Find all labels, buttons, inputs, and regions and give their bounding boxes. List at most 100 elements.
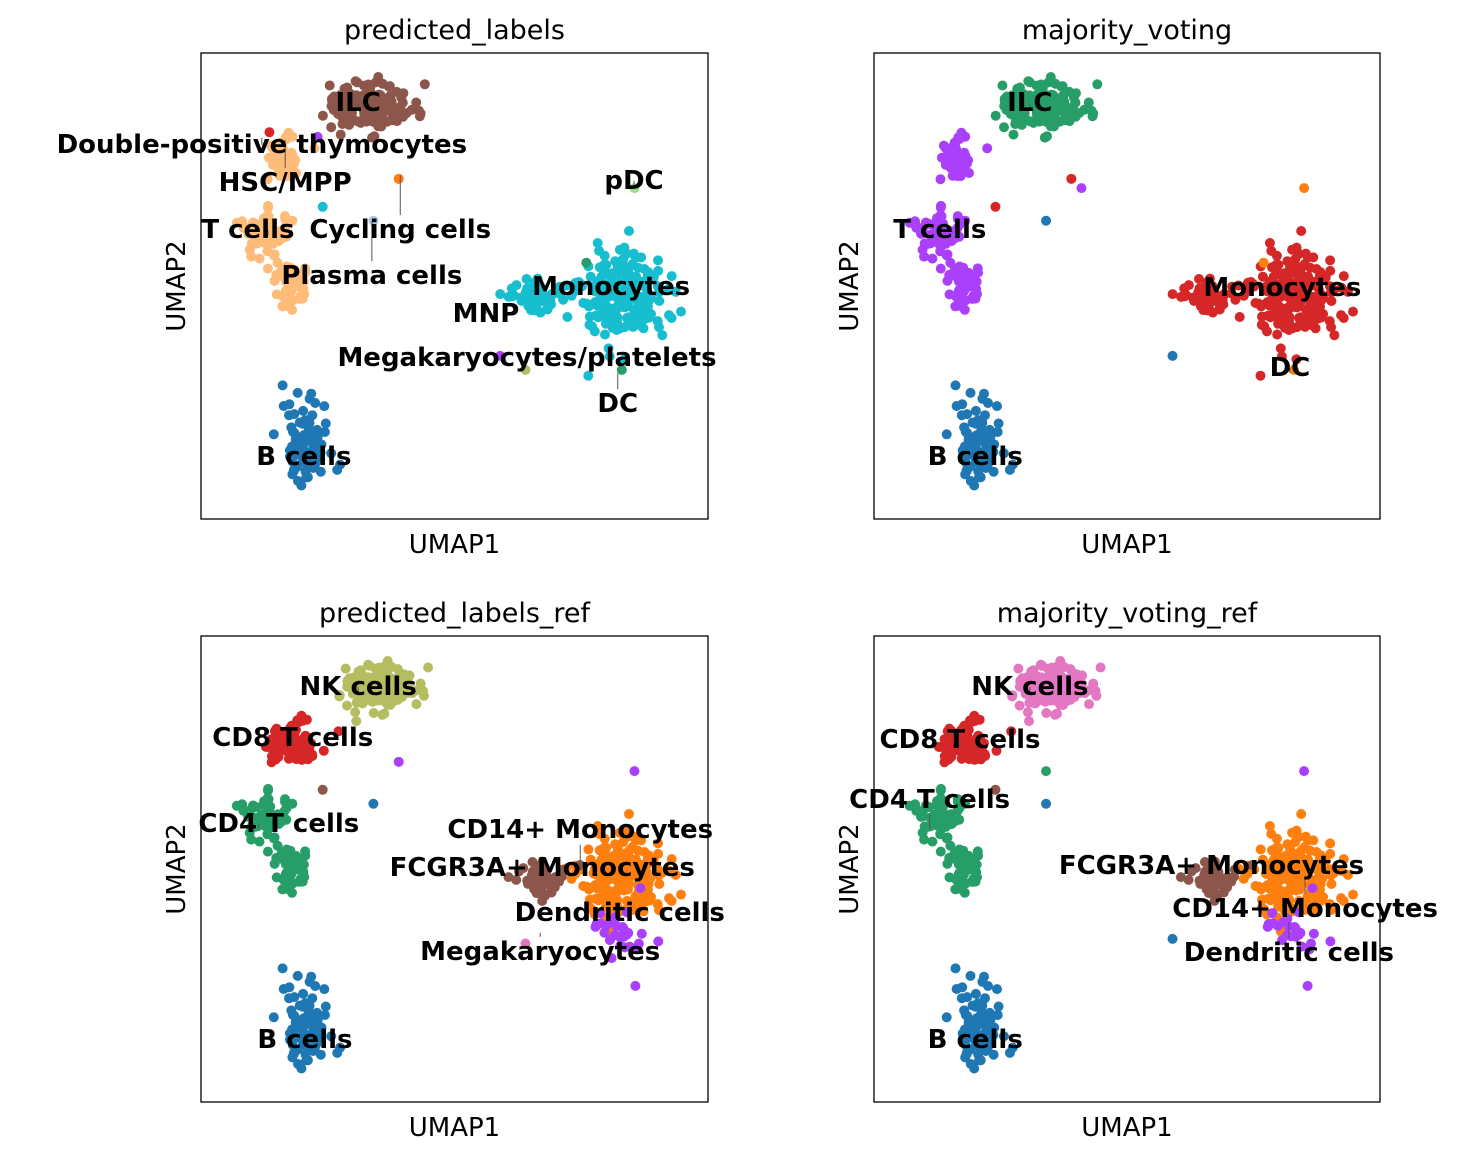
cluster-label: Double-positive thymocytes: [57, 130, 467, 160]
data-point: [952, 213, 963, 224]
data-point: [1275, 343, 1286, 354]
data-point: [315, 1049, 326, 1060]
data-point: [949, 137, 960, 148]
subplot-majority-voting: majority_voting UMAP1 UMAP2 ILC T cells Monoc…: [835, 15, 1381, 560]
data-point: [970, 418, 981, 429]
data-point: [972, 846, 983, 857]
data-point: [319, 401, 330, 412]
data-point: [614, 244, 625, 255]
data-point: [1302, 980, 1313, 991]
data-point: [280, 796, 290, 807]
data-point: [992, 427, 1003, 437]
data-point: [956, 273, 966, 284]
data-point: [246, 821, 257, 832]
data-point: [1296, 898, 1307, 909]
data-point: [277, 380, 288, 391]
data-point: [970, 715, 981, 726]
data-point: [298, 276, 309, 287]
data-point: [326, 448, 337, 459]
data-point: [318, 745, 329, 756]
data-point: [1269, 844, 1279, 855]
cluster-label: T cells: [893, 215, 986, 245]
data-point: [581, 257, 592, 268]
data-point: [990, 110, 1001, 121]
data-point: [503, 872, 514, 883]
data-point: [1238, 873, 1249, 884]
data-point: [312, 131, 323, 142]
cluster-label: B cells: [256, 442, 351, 472]
data-point: [609, 286, 620, 297]
data-point: [1017, 677, 1028, 688]
data-point: [1336, 310, 1347, 321]
data-point: [1305, 276, 1316, 287]
data-point: [495, 350, 506, 361]
data-point: [267, 737, 278, 748]
data-point: [382, 105, 393, 116]
data-point: [920, 220, 931, 231]
data-point: [638, 306, 649, 317]
data-point: [950, 146, 961, 157]
data-point: [1342, 286, 1353, 297]
data-point: [557, 864, 568, 875]
data-point: [337, 119, 348, 129]
data-point: [1299, 183, 1310, 194]
data-point: [988, 466, 999, 477]
data-point: [521, 274, 532, 284]
data-point: [383, 691, 394, 702]
data-point: [641, 896, 651, 907]
data-point: [1227, 281, 1238, 292]
data-point: [954, 844, 965, 855]
data-point: [961, 466, 972, 477]
data-point: [520, 364, 531, 375]
data-point: [535, 281, 546, 292]
data-point: [379, 669, 390, 680]
data-point: [1076, 183, 1087, 194]
data-point: [676, 306, 686, 317]
data-point: [287, 151, 298, 161]
data-point: [342, 82, 353, 93]
data-point: [303, 754, 313, 765]
data-point: [1004, 464, 1015, 475]
data-point: [993, 1001, 1004, 1012]
data-point: [324, 80, 335, 91]
data-point: [317, 110, 328, 121]
data-point: [1317, 873, 1328, 884]
data-point: [971, 859, 982, 870]
data-point: [956, 856, 966, 867]
data-point: [636, 252, 647, 263]
data-point: [608, 856, 619, 867]
data-point: [279, 223, 290, 234]
data-point: [1276, 899, 1286, 910]
data-point: [606, 953, 617, 964]
cluster-label: Plasma cells: [281, 261, 462, 291]
data-point: [1022, 707, 1033, 718]
data-point: [264, 223, 275, 234]
data-point: [1183, 874, 1194, 885]
data-point: [972, 872, 982, 883]
data-point: [247, 803, 258, 814]
data-point: [1326, 870, 1336, 881]
data-point: [298, 1001, 308, 1012]
data-point: [1258, 257, 1269, 268]
data-point: [1004, 1047, 1015, 1058]
data-point: [1342, 869, 1353, 880]
data-point: [1274, 305, 1285, 315]
data-point: [263, 783, 274, 794]
data-point: [1304, 944, 1315, 955]
data-point: [333, 726, 344, 737]
cluster-label: CD8 T cells: [212, 723, 373, 753]
data-point: [991, 745, 1002, 756]
data-point: [283, 732, 294, 743]
data-point: [960, 456, 971, 467]
data-point: [254, 836, 265, 847]
data-point: [1262, 881, 1273, 892]
data-point: [1259, 321, 1270, 332]
data-point: [266, 140, 277, 151]
data-point: [1296, 845, 1307, 856]
cluster-label: Dendritic cells: [1184, 938, 1394, 968]
data-point: [1028, 665, 1039, 676]
data-point: [1068, 92, 1079, 103]
y-axis-label: UMAP2: [835, 240, 865, 331]
data-point: [272, 749, 283, 760]
data-point: [1179, 291, 1190, 302]
